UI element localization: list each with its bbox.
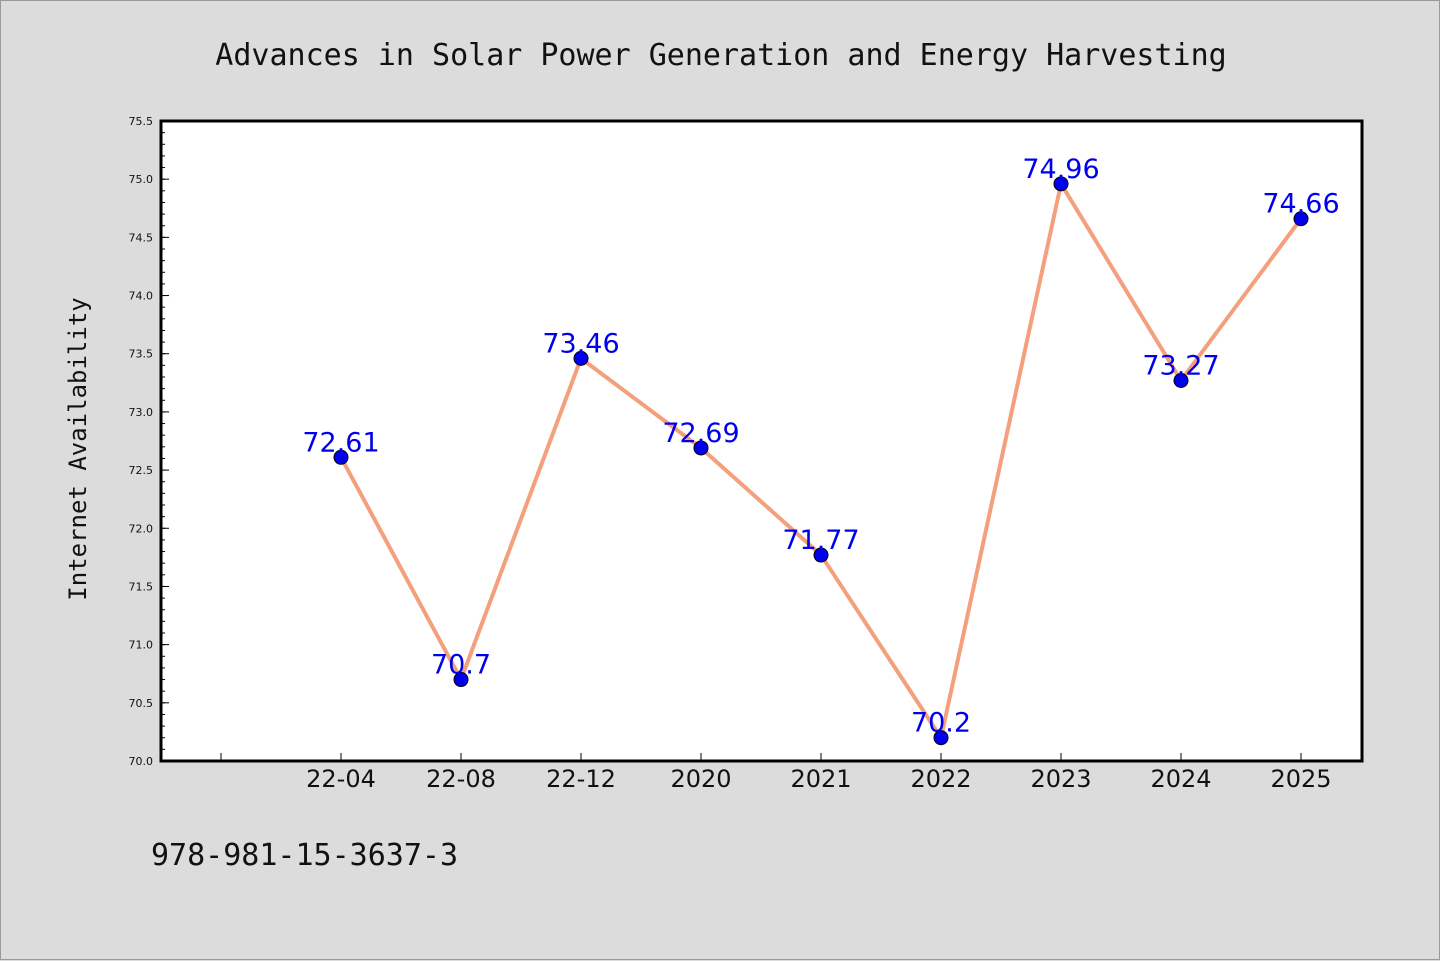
x-tick-label: 2020 <box>670 765 731 793</box>
data-points <box>333 176 1309 746</box>
data-label: 70.7 <box>431 650 491 681</box>
x-tick-label: 2022 <box>910 765 971 793</box>
x-tick-label: 22-04 <box>306 765 376 793</box>
x-tick-label: 22-12 <box>546 765 616 793</box>
axis-ticks: 70.0 70.5 71.0 71.5 72.0 72.5 73.0 73.5 74.0 74.5… <box>129 115 1332 793</box>
data-label: 73.46 <box>542 328 619 359</box>
y-tick-label: 70.0 <box>129 755 154 768</box>
y-tick-label: 71.5 <box>129 580 154 593</box>
plot-area <box>159 119 1364 763</box>
data-label: 71.77 <box>782 525 859 556</box>
data-point <box>453 672 469 688</box>
data-labels: 72.61 70.7 73.46 72.69 71.77 70.2 74.96 73.27 74… <box>302 154 1339 739</box>
data-point <box>573 350 589 366</box>
y-tick-label: 72.5 <box>129 464 154 477</box>
y-tick-label: 74.0 <box>129 290 154 303</box>
y-tick-label: 71.0 <box>129 639 154 652</box>
x-tick-label: 22-08 <box>426 765 496 793</box>
data-point <box>1293 211 1309 227</box>
footer-isbn: 978-981-15-3637-3 <box>151 838 458 873</box>
data-label: 70.2 <box>911 708 971 739</box>
x-tick-label: 2025 <box>1270 765 1331 793</box>
data-point <box>333 449 349 465</box>
y-axis-label: Internet Availability <box>64 297 92 600</box>
data-point <box>813 547 829 563</box>
y-tick-label: 75.5 <box>129 115 154 128</box>
x-tick-label: 2021 <box>790 765 851 793</box>
data-label: 74.96 <box>1022 154 1099 185</box>
data-label: 74.66 <box>1262 189 1339 220</box>
x-tick-label: 2023 <box>1030 765 1091 793</box>
y-tick-label: 75.0 <box>129 173 154 186</box>
data-label: 72.61 <box>302 427 379 458</box>
data-label: 72.69 <box>662 418 739 449</box>
y-tick-label: 73.0 <box>129 406 154 419</box>
data-point <box>693 440 709 456</box>
data-label: 73.27 <box>1142 350 1219 381</box>
x-tick-label: 2024 <box>1150 765 1211 793</box>
data-point <box>1053 176 1069 192</box>
y-tick-label: 73.5 <box>129 348 154 361</box>
y-tick-label: 74.5 <box>129 231 154 244</box>
chart-title: Advances in Solar Power Generation and E… <box>215 38 1226 73</box>
y-tick-label: 72.0 <box>129 522 154 535</box>
y-tick-label: 70.5 <box>129 697 154 710</box>
data-point <box>1173 372 1189 388</box>
data-point <box>933 730 949 746</box>
